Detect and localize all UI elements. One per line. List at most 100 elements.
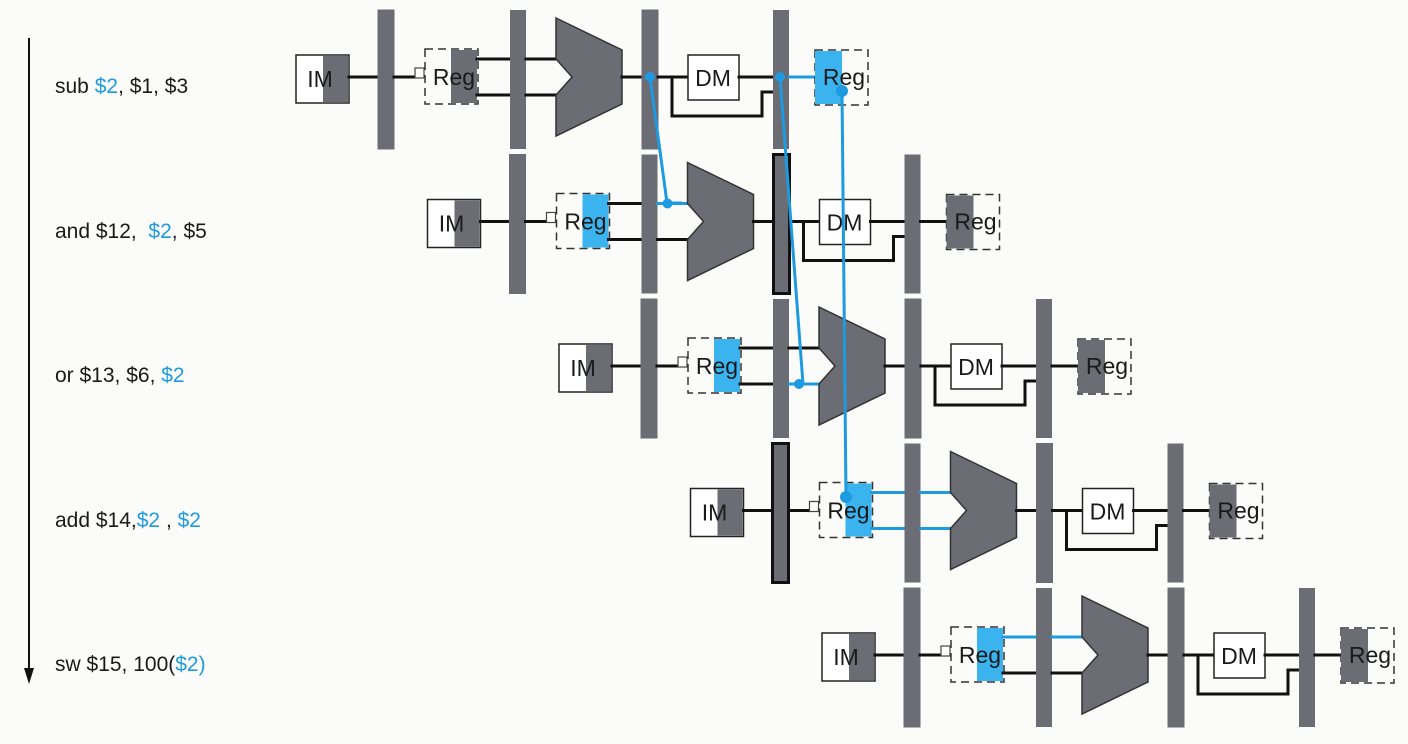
im-shade <box>586 345 611 391</box>
im-shade <box>454 200 480 247</box>
register-highlight: $2 <box>161 364 185 387</box>
reg-write-port <box>677 356 688 368</box>
instruction-label: sw $15, 100($2) <box>55 653 206 677</box>
forward-path-mem <box>778 76 818 386</box>
im-label: IM <box>702 500 728 526</box>
pipeline-register <box>510 10 526 149</box>
alu-shape <box>818 305 886 427</box>
im-label: IM <box>439 211 465 237</box>
reg-read-shade <box>714 339 740 392</box>
bypass-wire <box>933 366 1037 407</box>
pipeline-register <box>1036 299 1052 438</box>
im-shade <box>323 56 348 102</box>
im-label: IM <box>833 644 859 670</box>
reg-write-port <box>808 500 820 513</box>
reg-read-label: Reg <box>433 64 475 90</box>
dm-label: DM <box>1090 499 1126 525</box>
alu-shape <box>555 16 623 138</box>
reg-write-label: Reg <box>1349 642 1391 668</box>
forward-dot <box>840 491 852 503</box>
reg-write-shade <box>1209 484 1237 538</box>
bypass-wire <box>802 221 906 262</box>
pipeline-register <box>377 9 395 150</box>
bypass-wire <box>1065 510 1169 551</box>
instruction-text: , $5 <box>171 219 207 243</box>
pipeline-register <box>773 299 789 438</box>
reg-read-shade <box>582 194 609 248</box>
instruction-label: sub $2, $1, $3 <box>55 75 188 99</box>
forward-path-ex <box>648 76 682 205</box>
reg-write-label: Reg <box>1086 353 1128 379</box>
reg-read-shade <box>451 50 477 103</box>
reg-read-shade <box>845 483 872 537</box>
forwarding-paths <box>645 72 852 503</box>
pipeline-register <box>1299 588 1315 727</box>
im-shade <box>849 634 874 680</box>
bypass-wire <box>1196 655 1300 696</box>
reg-read-box <box>424 48 479 105</box>
reg-read-box <box>555 192 611 250</box>
pipeline-register <box>904 443 921 583</box>
pipeline-register <box>771 442 790 584</box>
pipeline-register <box>1036 443 1053 583</box>
register-highlight: $2 <box>177 508 201 532</box>
dm-box <box>1081 487 1135 535</box>
register-highlight: $2 <box>175 653 199 676</box>
time-axis-arrow <box>24 38 34 684</box>
dm-label: DM <box>695 65 731 91</box>
instruction-text: add $14, <box>55 508 137 532</box>
reg-write-shade <box>815 51 842 104</box>
pipeline-register <box>1036 588 1052 727</box>
pipeline-register <box>903 587 921 728</box>
instruction-text: , $1, $3 <box>118 75 189 98</box>
reg-write-shade <box>1078 340 1105 393</box>
pipeline-register <box>1167 443 1184 583</box>
reg-read-label: Reg <box>564 209 606 235</box>
pipeline-register <box>772 153 791 295</box>
register-highlight: ) <box>198 653 206 676</box>
pipeline-register <box>1167 587 1185 728</box>
pipeline-row: IM Reg DM Reg <box>821 587 1395 728</box>
instruction-label: and $12, $2, $5 <box>55 220 207 244</box>
reg-write-port <box>940 645 951 657</box>
reg-write-label: Reg <box>1217 498 1259 524</box>
pipeline-row: IM Reg DM Reg <box>558 298 1132 439</box>
reg-write-port <box>414 67 425 79</box>
instruction-text: and $12, <box>55 219 149 243</box>
instruction-label: or $13, $6, $2 <box>55 364 185 388</box>
instruction-label: add $14,$2 , $2 <box>55 509 201 533</box>
pipeline-register <box>640 298 658 439</box>
register-highlight: $2 <box>94 75 119 98</box>
reg-read-label: Reg <box>696 353 738 379</box>
im-label: IM <box>307 66 333 92</box>
instruction-text: or $13, $6, <box>55 364 162 387</box>
reg-read-shade <box>977 628 1003 681</box>
reg-write-shade <box>946 195 974 249</box>
reg-write-label: Reg <box>954 209 996 235</box>
dm-label: DM <box>1221 643 1257 669</box>
alu-shape <box>949 450 1018 571</box>
register-highlight: $2 <box>136 508 161 532</box>
dm-box <box>687 54 740 101</box>
instruction-text: sw $15, 100( <box>55 653 176 676</box>
instruction-text: sub <box>55 75 95 98</box>
dm-label: DM <box>958 354 994 380</box>
alu-shape <box>686 161 755 282</box>
pipeline-register <box>904 154 921 294</box>
alu-shape <box>1081 594 1149 716</box>
pipeline-register <box>509 154 526 294</box>
reg-write-port <box>545 211 557 224</box>
reg-read-box <box>687 337 742 394</box>
im-shade <box>717 489 743 536</box>
pipeline-register <box>641 154 658 294</box>
register-highlight: $2 <box>148 219 172 243</box>
reg-read-label: Reg <box>959 642 1001 668</box>
forward-path-wb <box>840 89 848 499</box>
reg-read-box <box>950 626 1005 683</box>
reg-write-shade <box>1341 629 1368 682</box>
im-label: IM <box>570 355 596 381</box>
